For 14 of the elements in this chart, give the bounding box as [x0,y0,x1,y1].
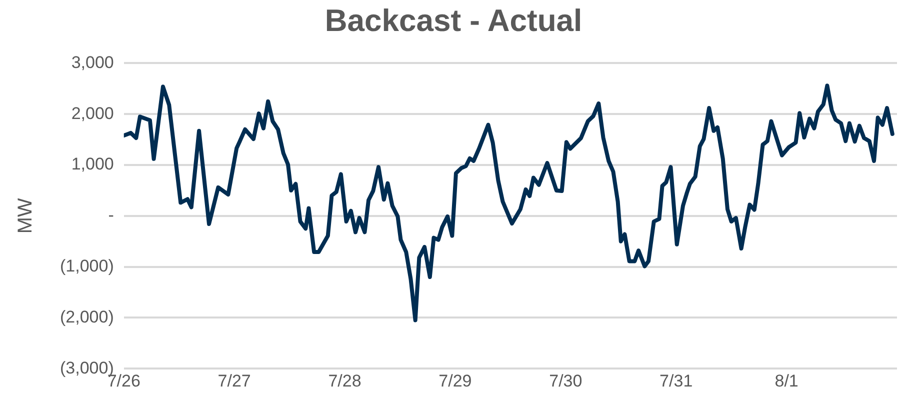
x-tick-label: 7/31 [660,371,693,390]
chart-title: Backcast - Actual [324,3,582,38]
x-tick-label: 7/27 [218,371,251,390]
y-tick-label: (1,000) [60,256,114,276]
y-tick-label: 3,000 [71,52,114,72]
y-tick-label: 1,000 [71,154,114,174]
y-axis-title: MW [14,198,37,234]
x-tick-label: 7/30 [549,371,582,390]
y-tick-label: (2,000) [60,307,114,326]
x-tick-label: 7/29 [438,371,472,390]
x-tick-label: 8/1 [774,371,798,390]
y-tick-label: 2,000 [71,104,114,123]
x-tick-label: 7/28 [328,371,362,390]
y-tick-label: - [108,206,114,225]
